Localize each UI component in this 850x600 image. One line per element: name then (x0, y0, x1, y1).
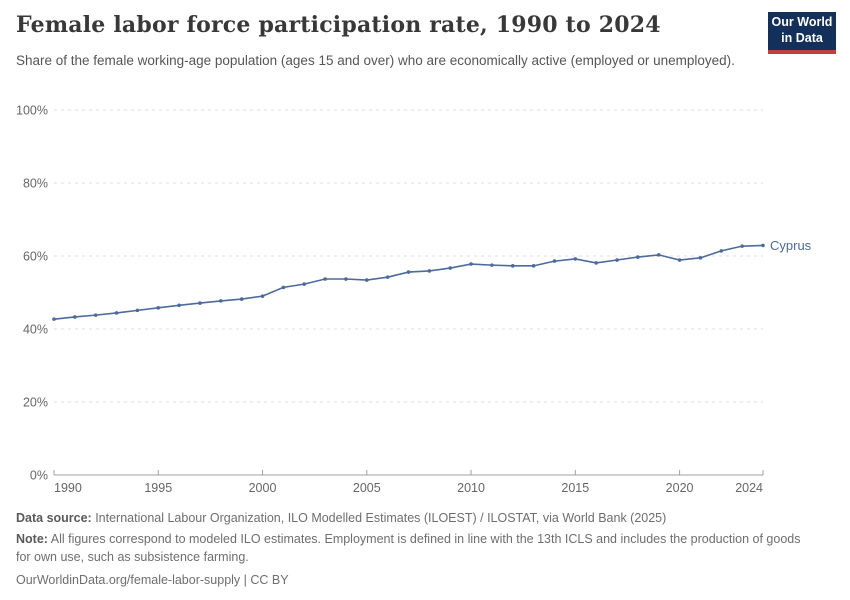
x-tick-label: 1995 (144, 481, 172, 495)
note-line: Note: All figures correspond to modeled … (16, 531, 816, 566)
data-point[interactable] (385, 275, 390, 279)
y-tick-label: 20% (23, 396, 48, 410)
data-point[interactable] (302, 282, 307, 286)
data-point[interactable] (594, 261, 598, 265)
page-title: Female labor force participation rate, 1… (16, 12, 661, 38)
license-line[interactable]: OurWorldinData.org/female-labor-supply |… (16, 572, 289, 587)
y-tick-label: 100% (16, 104, 48, 118)
data-point[interactable] (656, 253, 661, 257)
line-chart[interactable]: 0% 20% 40% 60% 80% 100% 1990 1995 2000 2005 2010 20… (0, 95, 850, 505)
data-point[interactable] (761, 243, 765, 248)
x-tick-label: 2010 (457, 481, 485, 495)
data-source-line: Data source: International Labour Organi… (16, 510, 816, 527)
data-point[interactable] (406, 270, 411, 274)
data-point[interactable] (239, 297, 244, 301)
series-end-label[interactable]: Cyprus (770, 238, 812, 253)
y-tick-label: 80% (23, 177, 48, 191)
data-point[interactable] (615, 258, 619, 262)
data-point[interactable] (448, 266, 453, 270)
x-tick-label: 2005 (353, 481, 381, 495)
data-point[interactable] (677, 258, 682, 262)
y-tick-label: 60% (23, 250, 48, 264)
data-point[interactable] (531, 264, 536, 268)
owid-logo-line2: in Data (781, 31, 823, 45)
data-point[interactable] (93, 313, 98, 317)
data-point[interactable] (490, 263, 494, 267)
data-point[interactable] (114, 311, 119, 315)
data-point[interactable] (427, 269, 432, 273)
data-point[interactable] (740, 244, 744, 248)
data-point[interactable] (469, 262, 473, 266)
data-point[interactable] (52, 317, 56, 321)
data-point[interactable] (198, 301, 202, 305)
note-label: Note: (16, 532, 48, 547)
x-tick-label: 2015 (561, 481, 589, 495)
data-point[interactable] (260, 294, 265, 298)
data-point[interactable] (156, 306, 161, 310)
data-point[interactable] (281, 285, 286, 290)
data-point[interactable] (177, 303, 181, 308)
x-tick-label: 2024 (735, 481, 763, 495)
x-tick-label: 1990 (54, 481, 82, 495)
data-point[interactable] (219, 299, 223, 303)
y-tick-label: 0% (30, 469, 48, 483)
x-tick-label: 2000 (249, 481, 277, 495)
data-point[interactable] (73, 315, 77, 319)
owid-logo-line1: Our World (771, 15, 833, 30)
data-point[interactable] (573, 257, 578, 261)
data-point[interactable] (135, 308, 140, 313)
x-tick-label: 2020 (666, 481, 694, 495)
owid-logo[interactable]: Our World in Data (768, 12, 836, 54)
note-text: All figures correspond to modeled ILO es… (16, 532, 801, 564)
data-point[interactable] (510, 264, 515, 268)
data-source-text: International Labour Organization, ILO M… (91, 511, 667, 525)
data-point[interactable] (698, 256, 703, 260)
y-tick-label: 40% (23, 323, 48, 337)
data-point[interactable] (364, 278, 369, 282)
data-point[interactable] (552, 259, 557, 263)
chart-footer: Data source: International Labour Organi… (16, 510, 816, 593)
chart-subtitle: Share of the female working-age populati… (16, 53, 735, 68)
data-point[interactable] (344, 277, 348, 281)
data-point[interactable] (719, 249, 724, 253)
data-source-label: Data source: (16, 511, 92, 525)
data-point[interactable] (636, 255, 640, 259)
data-point[interactable] (323, 277, 327, 281)
